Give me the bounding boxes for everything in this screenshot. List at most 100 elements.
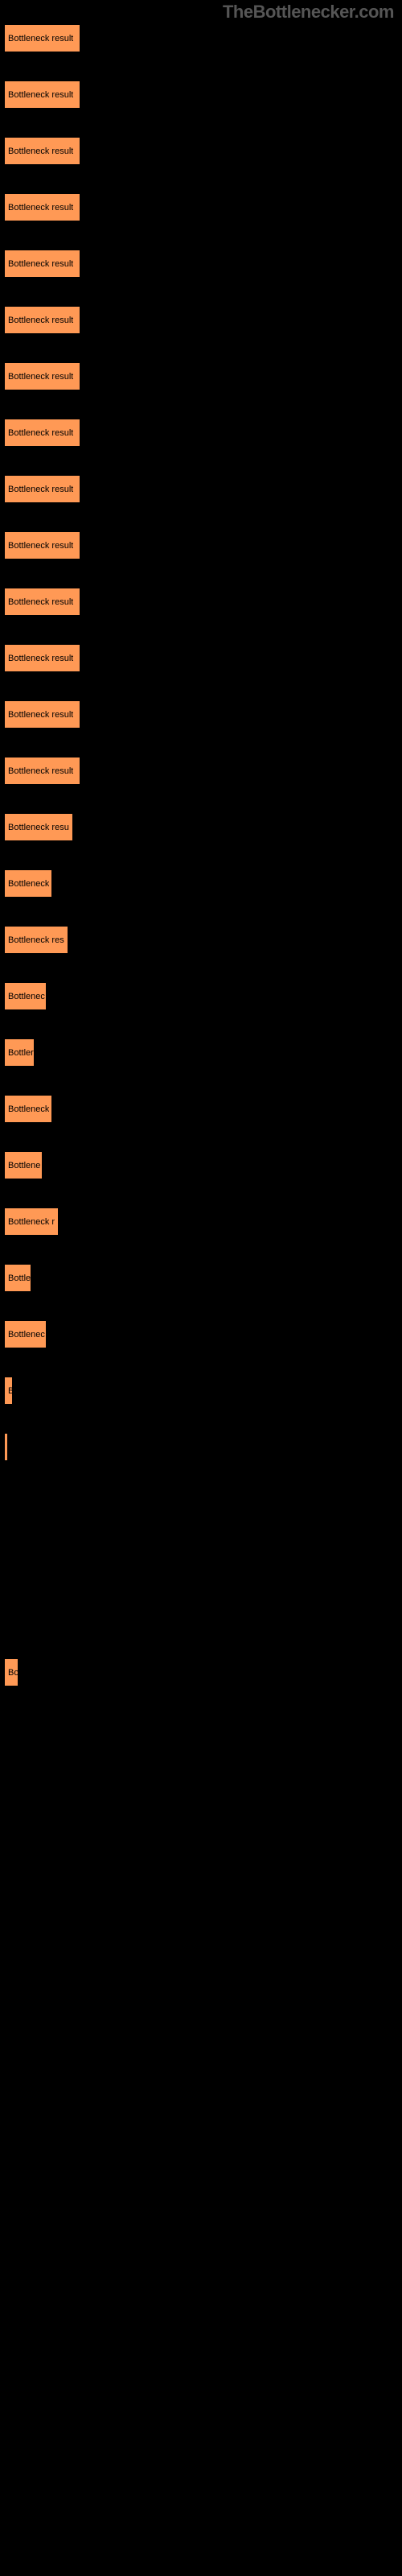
bar-row: Bottleneck result [0,757,402,785]
bar-row [0,2391,402,2419]
bar [4,1715,6,1743]
bar-row: Bottleneck r [0,1208,402,1236]
bar: Bottleneck result [4,644,80,672]
bar-row: Bottleneck result [0,531,402,559]
bar-label: Bottleneck result [8,34,73,43]
bar-label: Bottleneck result [8,597,73,607]
bar-label: B [8,1386,14,1396]
bar-label: Bottleneck result [8,259,73,269]
bar-row: Bottler [0,1038,402,1067]
bar-label: Bottleneck [8,879,49,889]
bar: Bottleneck [4,1095,52,1123]
bar-row: Bottleneck result [0,475,402,503]
bar-row [0,2447,402,2475]
bar-row: Bottleneck [0,869,402,898]
bar-label: Bottlenec [8,992,45,1001]
bar [4,1884,6,1912]
bar-label: Bottleneck res [8,935,64,945]
bar-label: Bottlene [8,1161,40,1170]
bar-label: Bottlenec [8,1330,45,1340]
bar-row: Bottleneck result [0,419,402,447]
bar-label: Bottler [8,1048,34,1058]
bar-label: Bottleneck result [8,147,73,156]
bar-row [0,2278,402,2306]
bar: B [4,1377,13,1405]
bar: Bottleneck result [4,362,80,390]
bar: Bottleneck result [4,588,80,616]
bar-label: Bottleneck result [8,90,73,100]
bar: Bottleneck result [4,250,80,278]
bar-label: Bottleneck result [8,316,73,325]
bar-row [0,1940,402,1968]
bar-row: Bottleneck result [0,644,402,672]
bar-row: Bottleneck result [0,250,402,278]
bar-row: Bottleneck result [0,137,402,165]
bar: Bottlenec [4,982,47,1010]
bar [4,1433,8,1461]
bar [4,1771,6,1799]
bar: Bottleneck result [4,757,80,785]
bar: Bottlene [4,1151,43,1179]
bar: Bo [4,1658,18,1686]
bar-label: Bottleneck result [8,372,73,382]
bar: Bottler [4,1038,35,1067]
bar: Bottleneck [4,869,52,898]
bar-row [0,1771,402,1799]
bar: Bottleneck result [4,137,80,165]
bar-label: Bottleneck result [8,485,73,494]
bar-row [0,1827,402,1856]
bar [4,1996,6,2025]
bar-row [0,2053,402,2081]
bar: Bottleneck result [4,80,80,109]
bar-label: Bottleneck result [8,654,73,663]
bar-label: Bottleneck [8,1104,49,1114]
bar [4,2109,6,2137]
bar: Bottle [4,1264,31,1292]
bar: Bottleneck resu [4,813,73,841]
bar-row: B [0,1377,402,1405]
bar-row [0,1884,402,1912]
bar: Bottleneck result [4,419,80,447]
bar [4,2278,6,2306]
bar-row: Bottleneck result [0,700,402,729]
bar [4,1940,6,1968]
bar-row [0,2165,402,2194]
bar [4,2222,6,2250]
bar-row [0,2222,402,2250]
bar [4,2447,6,2475]
bar-label: Bottleneck result [8,203,73,213]
bar: Bottleneck result [4,193,80,221]
watermark-text: TheBottlenecker.com [223,2,394,23]
bar-row: Bottlenec [0,1320,402,1348]
bar-label: Bo [8,1668,18,1678]
bar [4,1602,6,1630]
bar-row [0,1489,402,1517]
bar: Bottleneck result [4,24,80,52]
bar-row: Bottleneck result [0,193,402,221]
bar-row [0,2334,402,2363]
bar: Bottleneck res [4,926,68,954]
bar: Bottlenec [4,1320,47,1348]
bar-row: Bottlene [0,1151,402,1179]
bar-row: Bottleneck result [0,24,402,52]
bar-label: Bottleneck result [8,710,73,720]
bar [4,2391,6,2419]
bar [4,2053,6,2081]
bar [4,1489,6,1517]
bar: Bottleneck result [4,475,80,503]
bar-row [0,2109,402,2137]
bar-label: Bottleneck result [8,766,73,776]
bar-label: Bottleneck resu [8,823,69,832]
bar-row: Bottleneck result [0,306,402,334]
bar-label: Bottleneck result [8,541,73,551]
bar [4,2334,6,2363]
bar-row: Bottleneck result [0,80,402,109]
bar-row: Bottleneck [0,1095,402,1123]
bar: Bottleneck r [4,1208,59,1236]
bar-row [0,1996,402,2025]
bar [4,2165,6,2194]
bar-row: Bottleneck result [0,362,402,390]
bar: Bottleneck result [4,531,80,559]
bar-label: Bottleneck result [8,428,73,438]
bar-row [0,2504,402,2532]
